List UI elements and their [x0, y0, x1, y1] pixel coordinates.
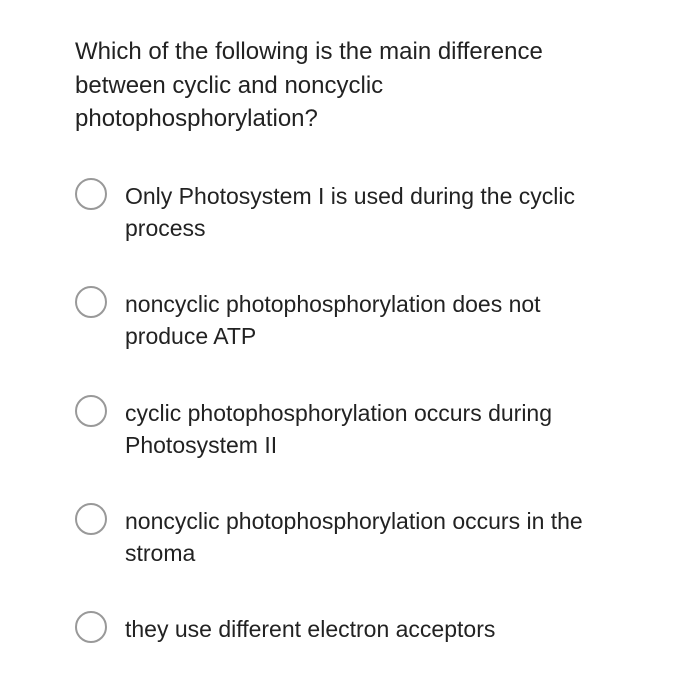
option-label: they use different electron acceptors — [125, 611, 495, 645]
radio-icon[interactable] — [75, 503, 107, 535]
radio-icon[interactable] — [75, 286, 107, 318]
radio-icon[interactable] — [75, 178, 107, 210]
option-label: Only Photosystem I is used during the cy… — [125, 178, 625, 244]
radio-icon[interactable] — [75, 611, 107, 643]
option-label: noncyclic photophosphorylation does not … — [125, 286, 625, 352]
question-container: Which of the following is the main diffe… — [75, 35, 625, 645]
option-item-4[interactable]: they use different electron acceptors — [75, 611, 625, 645]
option-item-1[interactable]: noncyclic photophosphorylation does not … — [75, 286, 625, 352]
option-item-0[interactable]: Only Photosystem I is used during the cy… — [75, 178, 625, 244]
option-label: cyclic photophosphorylation occurs durin… — [125, 395, 625, 461]
radio-icon[interactable] — [75, 395, 107, 427]
option-item-2[interactable]: cyclic photophosphorylation occurs durin… — [75, 395, 625, 461]
option-item-3[interactable]: noncyclic photophosphorylation occurs in… — [75, 503, 625, 569]
options-list: Only Photosystem I is used during the cy… — [75, 178, 625, 646]
question-text: Which of the following is the main diffe… — [75, 35, 625, 136]
option-label: noncyclic photophosphorylation occurs in… — [125, 503, 625, 569]
